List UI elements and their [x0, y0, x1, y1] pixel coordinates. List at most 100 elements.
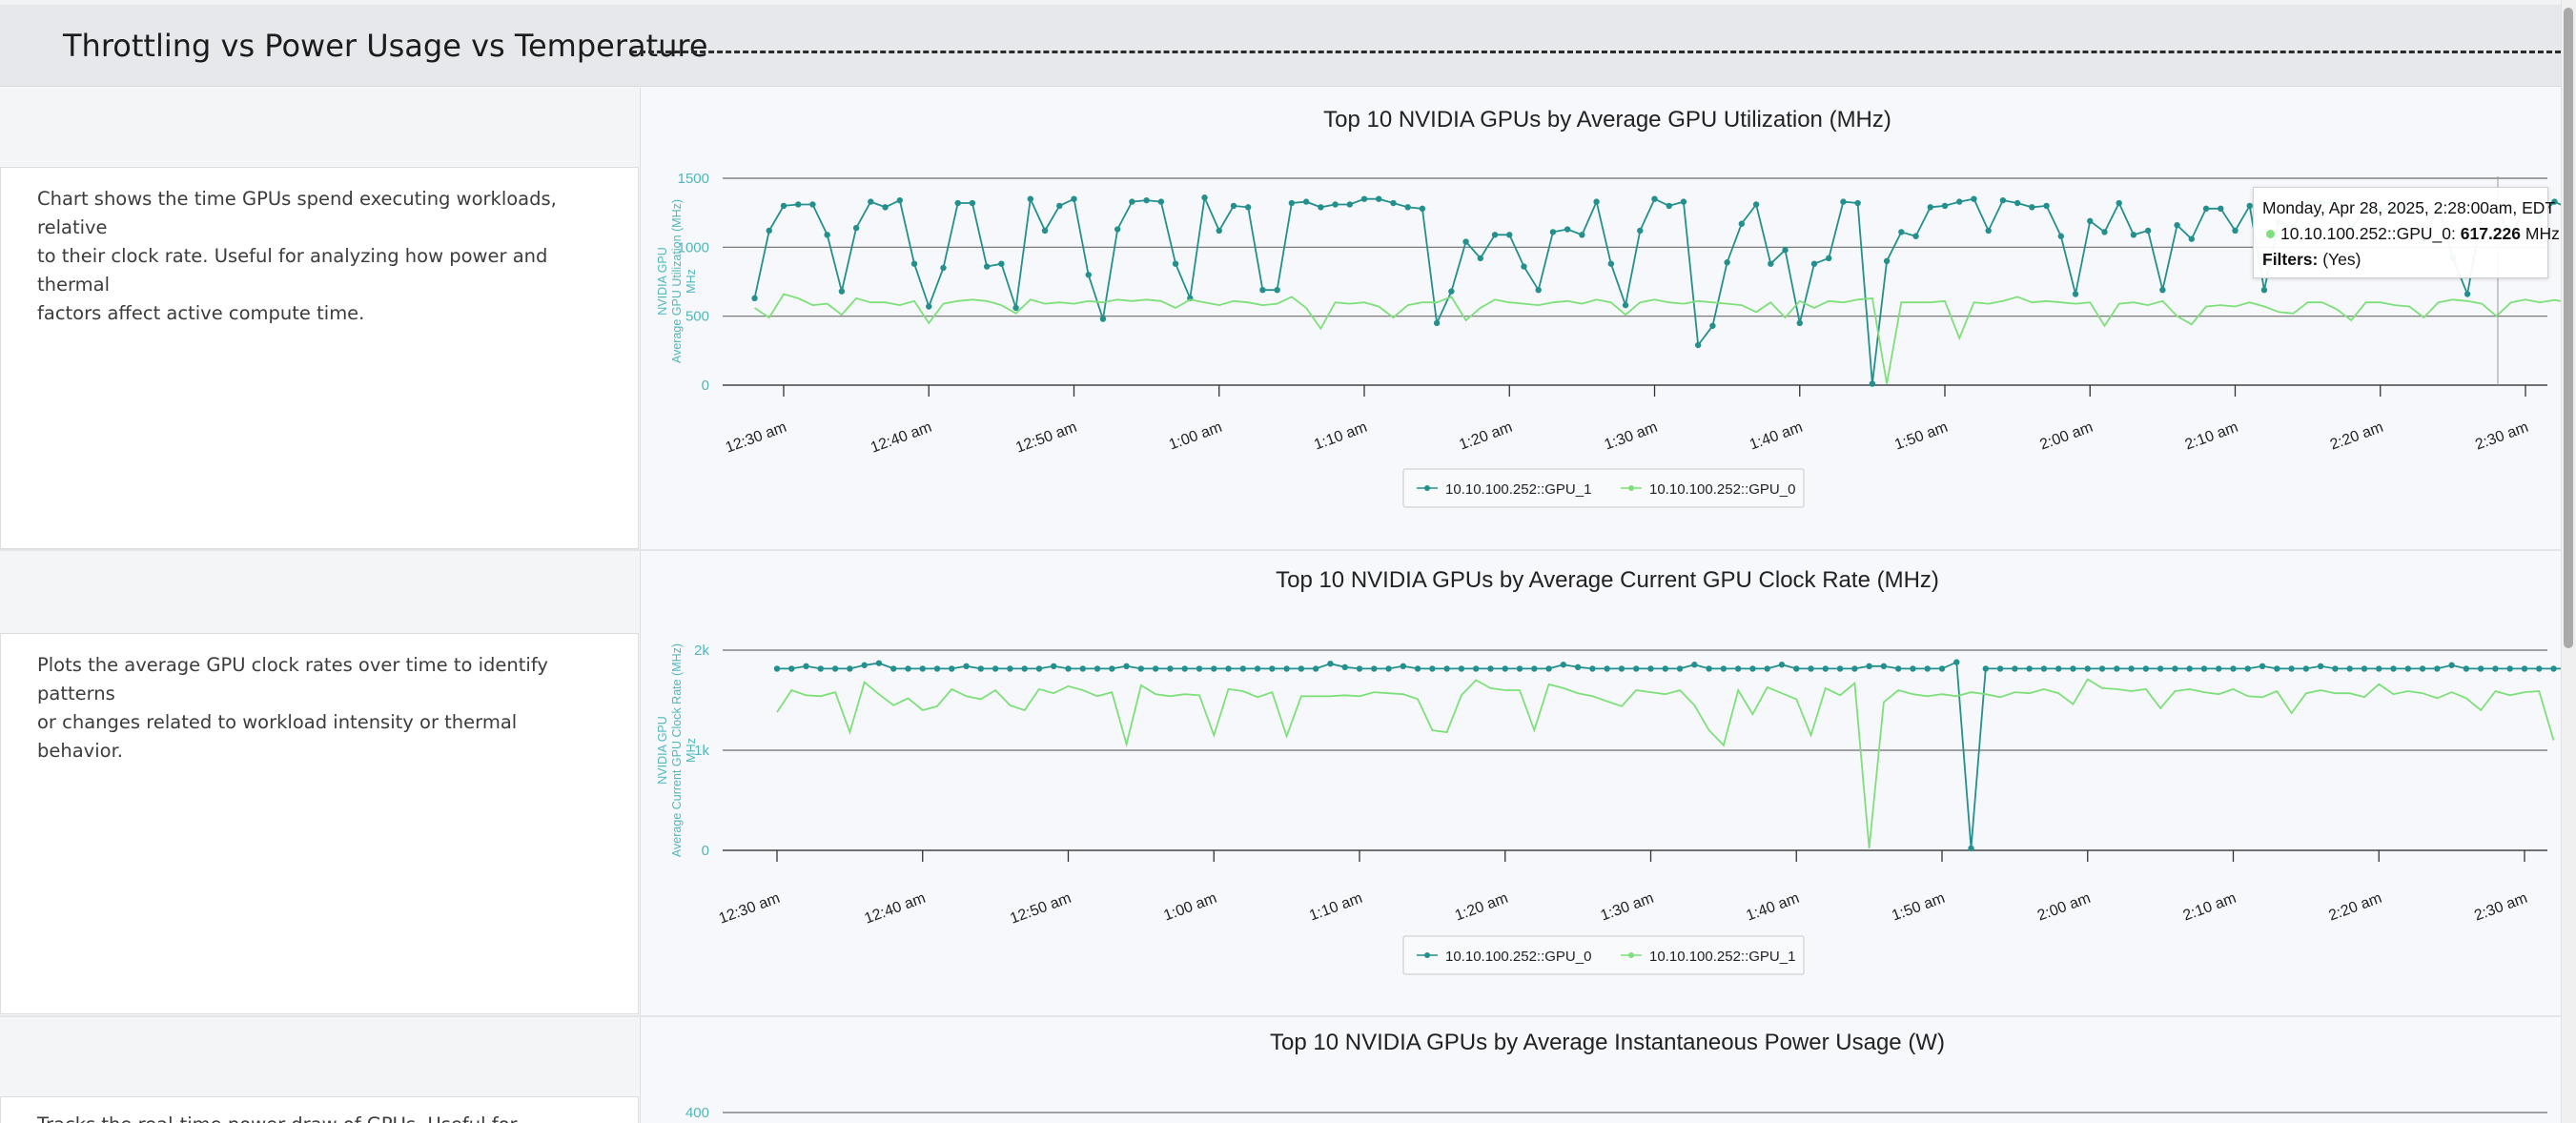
data-point — [2101, 229, 2108, 235]
data-point — [1560, 662, 1567, 668]
data-point — [1752, 201, 1760, 208]
data-point — [1230, 202, 1237, 210]
data-point — [2492, 665, 2499, 672]
x-tick-label: 12:40 am — [863, 890, 929, 928]
description-text-2: Plots the average GPU clock rates over t… — [37, 651, 600, 766]
data-point — [2404, 665, 2411, 672]
data-point — [1414, 665, 1421, 672]
y-axis-label-line: MHz — [685, 738, 698, 763]
data-point — [2317, 663, 2324, 669]
x-tick-label: 1:30 am — [1599, 890, 1656, 925]
data-point — [1880, 663, 1888, 669]
data-point — [2188, 235, 2196, 242]
data-point — [2232, 227, 2239, 235]
data-point — [2463, 665, 2470, 672]
x-tick-label: 1:40 am — [1744, 890, 1801, 925]
series-line — [754, 293, 2562, 384]
data-point — [1808, 665, 1814, 672]
data-point — [2218, 205, 2224, 213]
legend-label: 10.10.100.252::GPU_0 — [1445, 949, 1591, 965]
data-point — [751, 295, 758, 302]
data-point — [1924, 665, 1931, 672]
description-line: or changes related to workload intensity… — [37, 711, 518, 762]
legend-swatch-marker — [1424, 952, 1430, 958]
x-tick-label: 2:00 am — [2037, 419, 2095, 454]
section-divider — [631, 51, 2561, 53]
data-point — [1866, 663, 1872, 669]
chart-panel-power-usage: Top 10 NVIDIA GPUs by Average Instantane… — [640, 1017, 2561, 1123]
section-header: Throttling vs Power Usage vs Temperature — [0, 5, 2561, 87]
data-point — [2246, 202, 2253, 210]
data-point — [1810, 260, 1818, 267]
data-point — [1051, 663, 1057, 669]
data-point — [1312, 665, 1319, 672]
x-tick-label: 2:30 am — [2473, 419, 2530, 454]
data-point — [2274, 665, 2280, 672]
data-point — [1956, 198, 1963, 205]
data-point — [1662, 665, 1668, 672]
data-point — [1589, 665, 1596, 672]
y-tick-label: 1000 — [678, 239, 709, 255]
data-point — [2142, 665, 2150, 672]
data-point — [2346, 665, 2353, 672]
x-tick-label: 2:10 am — [2183, 419, 2240, 454]
x-tick-label: 12:40 am — [869, 419, 934, 457]
data-point — [2026, 665, 2033, 672]
data-point — [817, 665, 825, 672]
data-point — [1041, 227, 1049, 235]
data-point — [838, 288, 846, 295]
tooltip-unit: MHz — [2521, 224, 2560, 243]
data-point — [1211, 665, 1217, 672]
data-point — [824, 232, 830, 238]
data-point — [1419, 205, 1426, 213]
data-point — [2230, 665, 2237, 672]
data-point — [2014, 199, 2021, 207]
data-point — [1793, 665, 1800, 672]
data-point — [868, 198, 874, 205]
data-point — [1491, 232, 1499, 238]
data-point — [1065, 665, 1072, 672]
data-point — [1764, 665, 1770, 672]
data-point — [1346, 201, 1353, 208]
x-tick-label: 1:10 am — [1307, 890, 1364, 925]
data-point — [1574, 664, 1582, 671]
data-point — [1796, 319, 1803, 327]
data-point — [1109, 665, 1115, 672]
data-point — [2260, 286, 2268, 294]
data-point — [1245, 204, 1252, 211]
description-text-1: Chart shows the time GPUs spend executin… — [37, 185, 600, 328]
data-point — [1172, 260, 1179, 267]
x-tick-label: 1:20 am — [1453, 890, 1510, 925]
data-point — [1869, 380, 1876, 387]
data-point — [1094, 665, 1101, 672]
data-point — [2216, 665, 2222, 672]
scrollbar-thumb[interactable] — [2564, 8, 2573, 648]
data-point — [1953, 659, 1960, 665]
data-point — [2434, 665, 2441, 672]
tooltip-series-label: 10.10.100.252::GPU_0: — [2280, 224, 2461, 243]
data-point — [2012, 665, 2018, 672]
data-point — [1269, 665, 1276, 672]
data-point — [1332, 201, 1339, 208]
data-point — [1035, 665, 1043, 672]
data-point — [2172, 665, 2178, 672]
section-title: Throttling vs Power Usage vs Temperature — [63, 28, 708, 64]
data-point — [1633, 665, 1640, 672]
legend-swatch-marker — [1424, 485, 1430, 491]
data-point — [1114, 226, 1121, 233]
data-point — [1143, 196, 1150, 204]
data-point — [1201, 194, 1208, 201]
data-point — [1854, 199, 1861, 207]
data-point — [882, 204, 889, 211]
data-point — [1531, 665, 1538, 672]
data-point — [1129, 198, 1135, 205]
x-tick-label: 2:30 am — [2472, 890, 2529, 925]
chart-clock-rate: Top 10 NVIDIA GPUs by Average Current GP… — [656, 567, 2562, 975]
data-point — [890, 665, 897, 672]
data-point — [1404, 204, 1411, 211]
x-tick-label: 1:30 am — [1603, 419, 1660, 454]
tooltip-series: 10.10.100.252::GPU_0: 617.226 MHz — [2262, 221, 2560, 247]
data-point — [1927, 204, 1933, 211]
data-point — [2390, 665, 2397, 672]
data-point — [1637, 227, 1644, 235]
